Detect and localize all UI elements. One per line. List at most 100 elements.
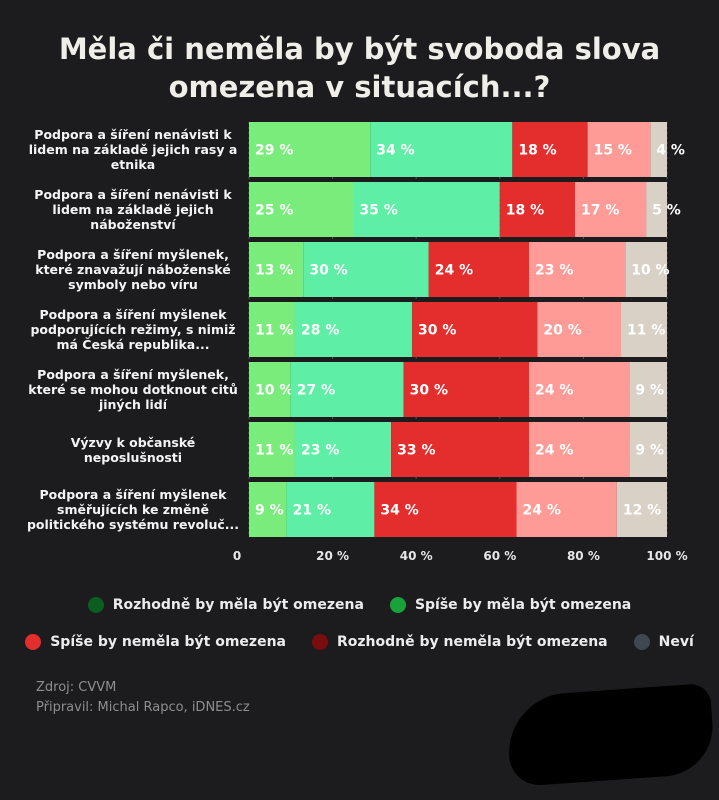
bar-value-label: 23 % — [301, 443, 339, 459]
category-label: Podpora a šíření nenávisti k lidem na zák… — [20, 122, 246, 177]
bar-value-label: 9 % — [255, 503, 284, 519]
legend-label: Spíše by neměla být omezena — [50, 634, 286, 650]
bar-value-label: 21 % — [293, 503, 331, 519]
legend-swatch — [389, 597, 406, 613]
bar-segment — [537, 302, 622, 357]
bar-segment — [249, 242, 304, 297]
bar-segment — [629, 362, 667, 417]
bar-segment — [529, 362, 630, 417]
category-label-line: jiných lidí — [98, 397, 168, 412]
category-label-text: Podpora a šíření nenávisti k lidem na zák… — [34, 187, 231, 232]
bar-segment — [249, 362, 291, 417]
category-label: Podpora a šíření myšlenek, které se mohou… — [20, 362, 246, 417]
category-label-line: lidem na základě jejich rasy a — [28, 142, 238, 157]
category-label-line: politického systému revoluč... — [26, 517, 240, 532]
category-label: Podpora a šíření myšlenek podporujících r… — [20, 302, 246, 357]
bar-segment — [529, 422, 630, 477]
bar-value-label: 34 % — [380, 503, 418, 519]
bar-value-label: 17 % — [581, 203, 619, 219]
legend-swatch — [25, 634, 42, 650]
bar-segment — [294, 422, 392, 477]
legend-swatch — [311, 634, 328, 650]
category-label-line: Podpora a šíření myšlenek, — [37, 367, 229, 382]
bar-value-label: 11 % — [255, 443, 293, 459]
bar-segment — [412, 302, 538, 357]
bar-segment — [650, 122, 667, 177]
bar-segment — [575, 182, 647, 237]
bar-value-label: 20 % — [543, 323, 581, 339]
bar-value-label: 30 % — [410, 383, 448, 399]
bar-segment — [391, 422, 530, 477]
bar-segment — [512, 122, 588, 177]
x-tick-label: 80 % — [567, 549, 600, 563]
footer: Zdroj: CVVM Připravil: Michal Rapco, iDN… — [36, 678, 250, 718]
x-tick-label: 40 % — [400, 549, 433, 563]
redaction-blot — [505, 682, 716, 788]
legend-swatch — [87, 597, 104, 613]
bar-value-label: 5 % — [652, 203, 681, 219]
legend-item: Rozhodně by měla být omezena — [87, 597, 364, 613]
category-label-line: lidem na základě jejich — [52, 202, 214, 217]
x-tick-label: 60 % — [483, 549, 516, 563]
category-label-line: které znavažují náboženské — [35, 262, 231, 277]
category-label-line: má Česká republika... — [56, 337, 210, 352]
bar-value-label: 23 % — [535, 263, 573, 279]
bar-segment — [353, 182, 500, 237]
chart-title-line: omezena v situacích...? — [168, 70, 551, 104]
bar-value-label: 13 % — [255, 263, 293, 279]
bar-value-label: 30 % — [309, 263, 347, 279]
bar-value-label: 28 % — [301, 323, 339, 339]
bar-segment — [629, 422, 667, 477]
bar-segment — [616, 482, 667, 537]
category-label-line: Podpora a šíření myšlenek, — [37, 247, 229, 262]
bar-value-label: 4 % — [656, 143, 685, 159]
source-note: Zdroj: CVVM — [36, 680, 117, 695]
stacked-bar-chart: 0 20 % 40 % 60 % 80 % 100 % 29 % 34 % 18 % 15 % 4 … — [233, 122, 688, 563]
category-label-line: náboženství — [90, 217, 176, 232]
bar-segment — [428, 242, 530, 297]
category-label-line: podporujících režimy, s nimiž — [30, 322, 236, 337]
bar-segment — [290, 362, 404, 417]
bar-value-label: 9 % — [635, 443, 664, 459]
bar-value-label: 29 % — [255, 143, 293, 159]
bar-segment — [625, 242, 667, 297]
bar-segment — [529, 242, 626, 297]
category-label-text: Podpora a šíření myšlenek směřujících ke … — [27, 487, 239, 532]
legend-label: Rozhodně by neměla být omezena — [336, 634, 608, 650]
bar-segment — [516, 482, 617, 537]
category-label-line: Výzvy k občanské — [70, 434, 196, 450]
bar-value-label: 10 % — [255, 383, 293, 399]
bar-value-label: 10 % — [631, 263, 669, 279]
bar-segment — [249, 182, 354, 237]
bar-value-label: 11 % — [627, 323, 665, 339]
bar-value-label: 18 % — [506, 203, 544, 219]
x-tick-label: 0 — [233, 549, 241, 563]
category-label-line: etnika — [110, 157, 156, 172]
category-label-line: Podpora a šíření nenávisti k — [34, 127, 232, 142]
category-label: Podpora a šíření nenávisti k lidem na zák… — [20, 182, 246, 237]
legend-label: Rozhodně by měla být omezena — [112, 597, 364, 613]
bar-segment — [646, 182, 667, 237]
legend-row: Spíše by neměla být omezena Rozhodně by … — [0, 627, 719, 657]
category-label-line: směřujících ke změně — [57, 502, 209, 517]
bar-value-label: 11 % — [255, 323, 293, 339]
bar-segment — [587, 122, 651, 177]
category-label-text: Podpora a šíření myšlenek podporujících r… — [30, 307, 235, 352]
bar-value-label: 24 % — [435, 263, 473, 279]
category-label-line: symboly nebo víru — [68, 277, 198, 292]
bar-value-label: 34 % — [376, 143, 414, 159]
bar-segment — [249, 122, 371, 177]
bar-value-label: 30 % — [418, 323, 456, 339]
bar-segment — [374, 482, 517, 537]
bar-value-label: 15 % — [594, 143, 632, 159]
category-label-text: Podpora a šíření nenávisti k lidem na zák… — [29, 127, 238, 172]
bar-value-label: 12 % — [623, 503, 661, 519]
bar-value-label: 24 % — [535, 443, 573, 459]
category-label-text: Podpora a šíření myšlenek, které znavažuj… — [35, 247, 230, 292]
bar-segment — [621, 302, 667, 357]
bar-segment — [303, 242, 429, 297]
bar-segment — [249, 422, 295, 477]
category-label: Podpora a šíření myšlenek směřujících ke … — [20, 482, 246, 537]
bar-value-label: 18 % — [518, 143, 556, 159]
bar-value-label: 24 % — [535, 383, 573, 399]
